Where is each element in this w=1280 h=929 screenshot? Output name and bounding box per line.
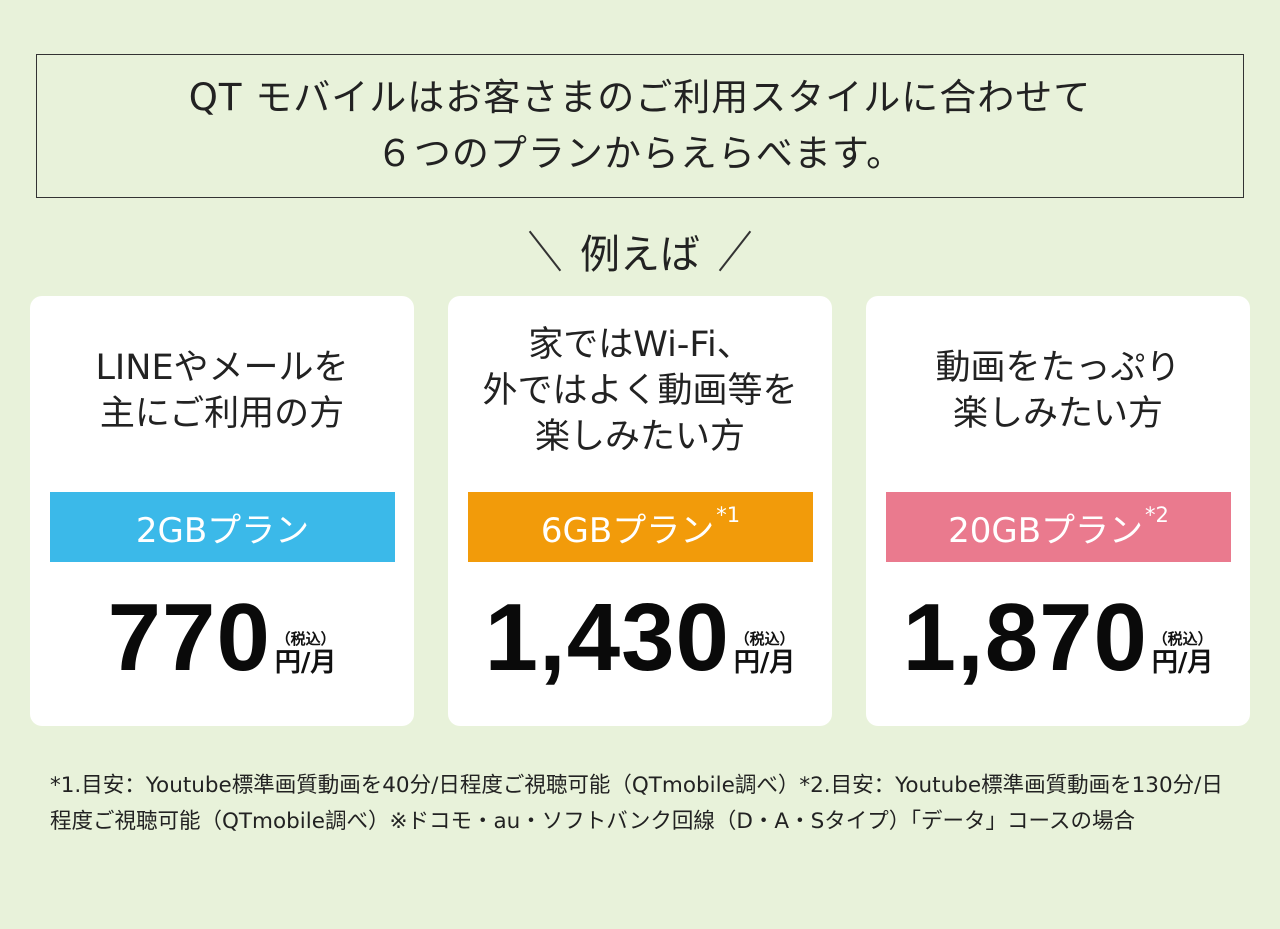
yen-per-month-label: 円/月 <box>733 648 796 678</box>
plan-description: 家ではWi-Fi、 外ではよく動画等を 楽しみたい方 <box>448 296 832 486</box>
plan-description-line: LINEやメールを <box>95 348 349 388</box>
tax-included-label: （税込） <box>734 630 795 648</box>
plan-description-line: 外ではよく動画等を <box>482 371 798 411</box>
footnote-marker: *1 <box>716 503 741 527</box>
price-unit: （税込） 円/月 <box>275 630 337 678</box>
plan-card-20gb: 動画をたっぷり 楽しみたい方 20GBプラン *2 1,870 （税込） 円/月 <box>866 296 1250 726</box>
plan-price: 1,430 （税込） 円/月 <box>448 576 832 686</box>
plan-name-bar: 20GBプラン *2 <box>886 492 1231 562</box>
slash-decoration <box>718 230 752 272</box>
plan-name-bar: 6GBプラン *1 <box>468 492 813 562</box>
headline-line-1: QT モバイルはお客さまのご利用スタイルに合わせて <box>188 76 1092 119</box>
plan-description-line: 主にご利用の方 <box>99 394 345 434</box>
plan-name-bar: 2GBプラン <box>50 492 395 562</box>
footnote: *1.目安：Youtube標準画質動画を40分/日程度ご視聴可能（QTmobil… <box>50 773 1223 834</box>
example-heading: 例えば <box>0 222 1280 280</box>
tax-included-label: （税込） <box>275 630 336 648</box>
price-unit: （税込） 円/月 <box>1152 630 1214 678</box>
plan-description-line: 家ではWi-Fi、 <box>528 325 752 365</box>
backslash-decoration <box>528 230 562 272</box>
example-label: 例えば <box>580 232 700 278</box>
plan-description-line: 動画をたっぷり <box>935 348 1181 388</box>
headline-line-2: ６つのプランからえらべます。 <box>375 132 905 175</box>
plan-description-line: 楽しみたい方 <box>534 417 745 457</box>
plan-name: 20GBプラン <box>948 510 1144 551</box>
plan-description-line: 楽しみたい方 <box>952 394 1163 434</box>
plan-price: 770 （税込） 円/月 <box>30 576 414 686</box>
plan-name: 6GBプラン <box>540 510 715 551</box>
headline-box: QT モバイルはお客さまのご利用スタイルに合わせて ６つのプランからえらべます。 <box>36 54 1244 198</box>
plan-name: 2GBプラン <box>135 510 310 551</box>
plan-description: LINEやメールを 主にご利用の方 <box>30 296 414 486</box>
plan-description: 動画をたっぷり 楽しみたい方 <box>866 296 1250 486</box>
price-amount: 1,870 <box>902 584 1148 691</box>
price-amount: 770 <box>107 584 271 691</box>
tax-included-label: （税込） <box>1152 630 1213 648</box>
yen-per-month-label: 円/月 <box>274 648 337 678</box>
plan-card-2gb: LINEやメールを 主にご利用の方 2GBプラン 770 （税込） 円/月 <box>30 296 414 726</box>
plan-price: 1,870 （税込） 円/月 <box>866 576 1250 686</box>
price-amount: 1,430 <box>484 584 730 691</box>
plan-card-6gb: 家ではWi-Fi、 外ではよく動画等を 楽しみたい方 6GBプラン *1 1,43… <box>448 296 832 726</box>
footnote-marker: *2 <box>1145 503 1169 527</box>
yen-per-month-label: 円/月 <box>1151 648 1214 678</box>
price-unit: （税込） 円/月 <box>734 630 796 678</box>
